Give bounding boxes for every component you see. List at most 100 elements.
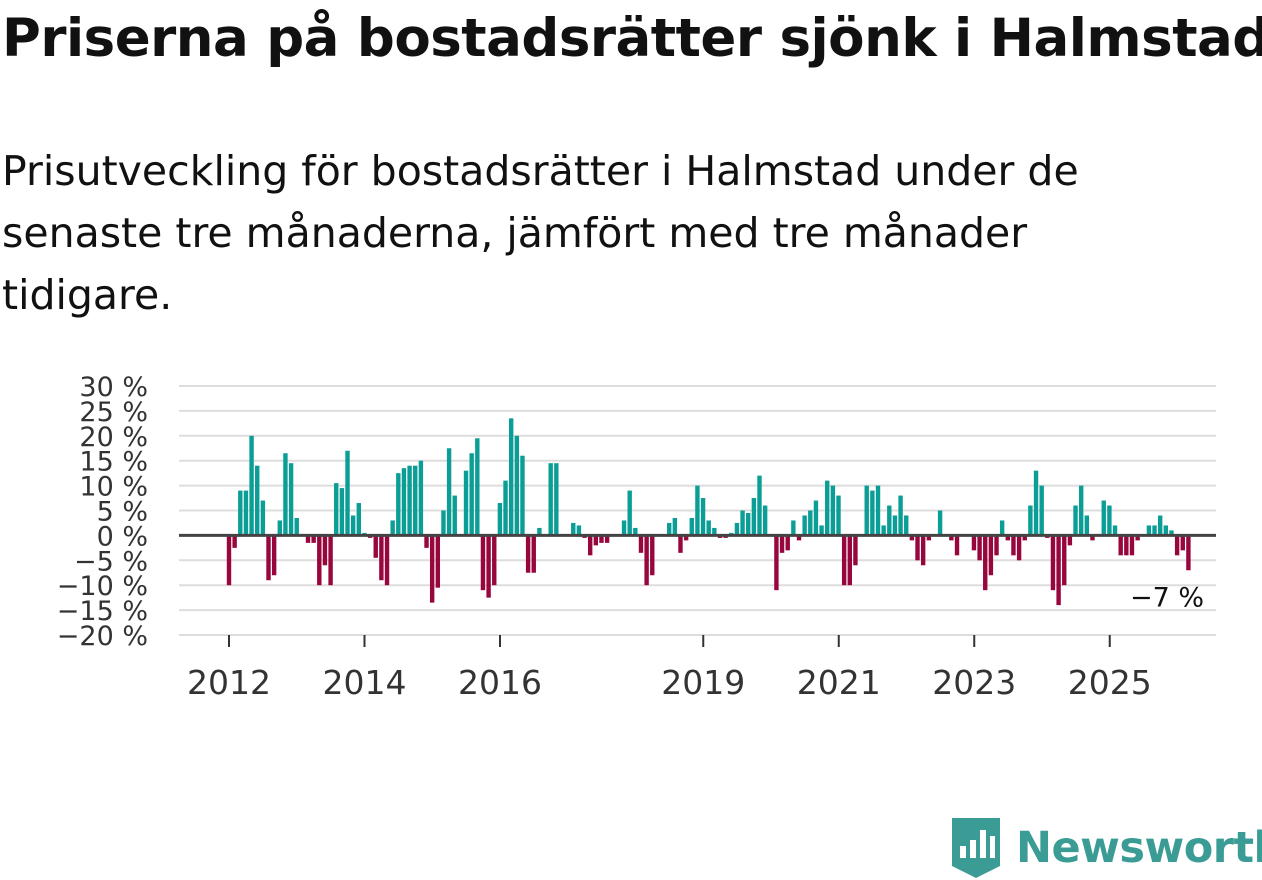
y-tick-label: −10 % — [57, 571, 148, 602]
bar — [904, 515, 909, 536]
bar — [1011, 535, 1016, 556]
bar — [345, 450, 350, 536]
x-tick-label: 2019 — [661, 663, 745, 702]
bar — [226, 535, 232, 586]
bar — [695, 485, 700, 536]
bar — [1157, 515, 1163, 536]
x-tick-label: 2014 — [323, 663, 407, 702]
bar — [779, 535, 785, 553]
bar — [949, 535, 954, 541]
bar — [751, 498, 757, 536]
y-tick-label: −20 % — [57, 621, 148, 652]
bar — [734, 522, 740, 536]
bar — [813, 500, 819, 536]
bar — [830, 485, 836, 536]
bar — [853, 535, 858, 566]
bar — [339, 488, 345, 536]
bar — [317, 535, 322, 586]
bar — [497, 503, 503, 536]
bar — [1129, 535, 1135, 556]
bar — [920, 535, 926, 566]
bar — [1067, 535, 1073, 546]
bar — [1022, 535, 1027, 541]
bar — [802, 515, 807, 536]
bar — [525, 535, 531, 573]
bar — [977, 535, 982, 561]
y-tick-label: 15 % — [79, 447, 148, 478]
bar — [785, 535, 790, 551]
x-tick-label: 2021 — [797, 663, 881, 702]
bar — [887, 505, 892, 536]
bar — [683, 535, 689, 541]
bar — [650, 535, 655, 576]
bar — [554, 463, 559, 536]
bar — [988, 535, 994, 576]
bar — [892, 515, 898, 536]
bar — [356, 503, 362, 536]
y-tick-label: −15 % — [57, 596, 148, 627]
bar — [1112, 525, 1118, 536]
y-axis-ticks: −20 %−15 %−10 %−5 %0 %5 %10 %15 %20 %25 … — [57, 372, 148, 652]
bar — [836, 495, 841, 536]
bar — [379, 535, 384, 581]
bar — [847, 535, 852, 586]
x-tick-label: 2025 — [1068, 663, 1152, 702]
bar — [678, 535, 683, 553]
bars — [226, 418, 1191, 606]
bar — [937, 510, 943, 536]
bar — [520, 455, 525, 536]
y-tick-label: 0 % — [97, 521, 148, 552]
x-axis-ticks: 2012 2014 2016 2019 2021 2023 2025 — [187, 635, 1152, 702]
end-value-label: −7 % — [1130, 582, 1204, 613]
bar — [1163, 525, 1169, 536]
bar — [762, 505, 768, 536]
bar — [1186, 535, 1191, 571]
bar — [819, 525, 824, 536]
bar — [999, 520, 1005, 536]
bar — [954, 535, 960, 556]
bar — [915, 535, 920, 561]
bar — [1174, 535, 1180, 556]
bar — [971, 535, 977, 551]
bar — [740, 510, 745, 536]
bar — [492, 535, 497, 586]
bar — [537, 527, 542, 536]
bar — [413, 465, 418, 536]
bar — [271, 535, 277, 576]
bar — [480, 535, 486, 591]
bar — [238, 490, 243, 536]
bar — [1118, 535, 1123, 556]
bar — [424, 535, 429, 548]
bar — [808, 510, 813, 536]
bar — [435, 535, 441, 588]
bar — [334, 483, 339, 536]
bar — [232, 535, 237, 548]
bar — [796, 535, 802, 541]
bar — [774, 535, 779, 591]
bar — [508, 418, 514, 536]
newsworthy-logo: Newsworthy — [950, 816, 1262, 880]
x-tick-label: 2012 — [187, 663, 271, 702]
bar — [294, 517, 299, 536]
bar — [870, 490, 875, 536]
bar — [384, 535, 390, 586]
bar — [1056, 535, 1061, 606]
bar — [587, 535, 593, 556]
y-tick-label: 20 % — [79, 422, 148, 453]
bar — [1084, 515, 1090, 536]
bar — [672, 517, 678, 536]
bar — [746, 512, 751, 536]
bar — [322, 535, 328, 566]
bar — [593, 535, 599, 546]
bar — [260, 500, 266, 536]
bar — [475, 438, 480, 536]
bar — [757, 475, 762, 536]
bar — [1107, 505, 1112, 536]
bar — [1180, 535, 1185, 551]
bar — [576, 525, 582, 536]
bar — [463, 470, 469, 536]
bar — [909, 535, 915, 541]
x-tick-label: 2016 — [458, 663, 542, 702]
bar — [644, 535, 649, 586]
